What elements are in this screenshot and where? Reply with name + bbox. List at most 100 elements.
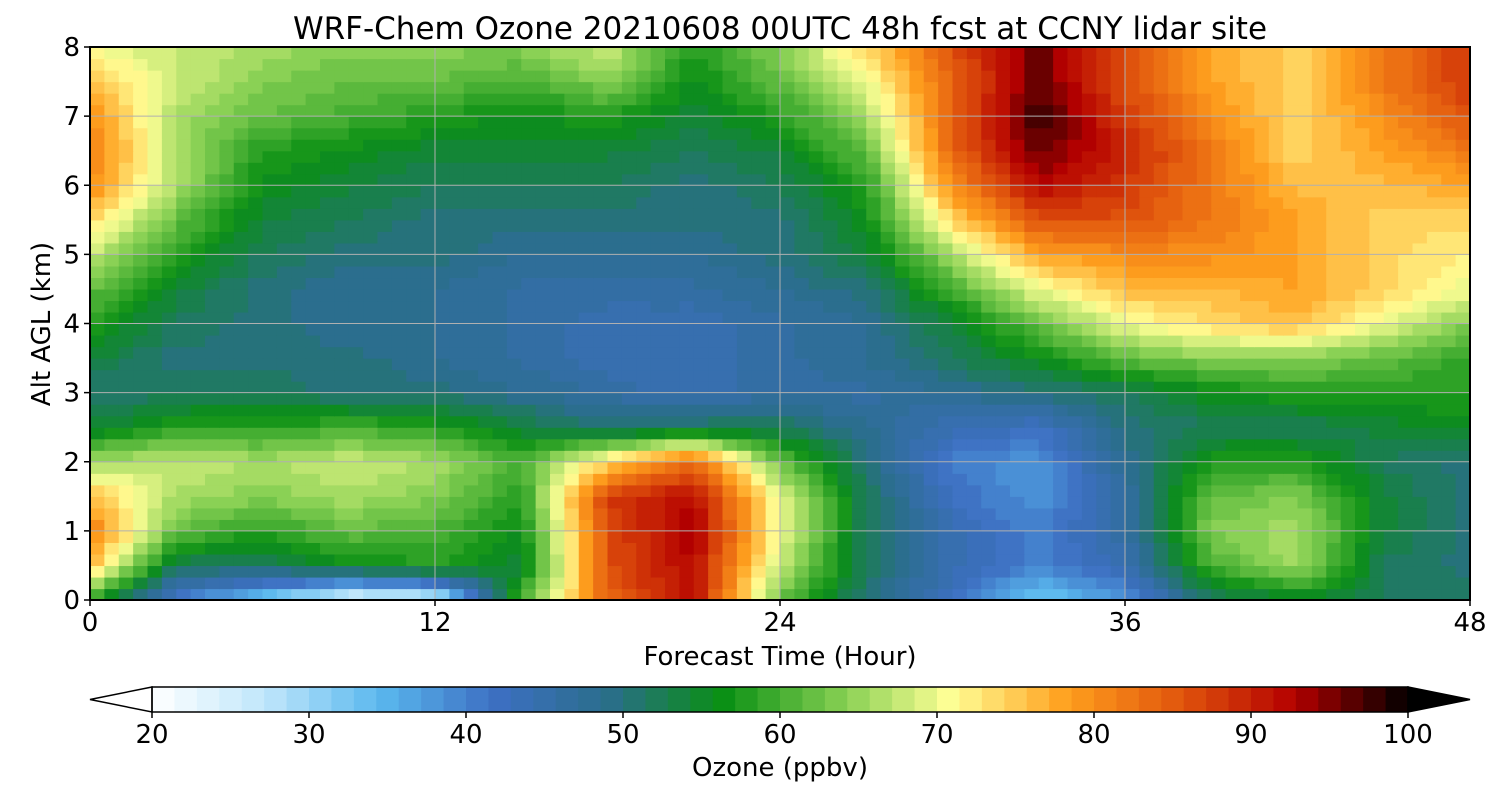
contour-cell	[780, 47, 795, 60]
contour-cell	[420, 254, 436, 267]
contour-cell	[391, 369, 407, 382]
contour-cell	[895, 358, 910, 371]
contour-cell	[550, 254, 565, 267]
contour-cell	[147, 162, 163, 175]
contour-cell	[722, 242, 738, 255]
contour-cell	[1225, 346, 1241, 359]
contour-cell	[1254, 139, 1270, 152]
contour-cell	[909, 150, 925, 163]
contour-cell	[866, 93, 882, 106]
contour-cell	[981, 81, 997, 94]
contour-cell	[1369, 116, 1385, 129]
contour-cell	[1010, 311, 1025, 325]
contour-cell	[966, 208, 982, 221]
contour-cell	[1240, 277, 1255, 290]
contour-cell	[276, 70, 292, 83]
contour-cell	[1024, 346, 1040, 359]
contour-cell	[506, 93, 522, 106]
contour-cell	[1081, 588, 1097, 601]
contour-cell	[133, 300, 149, 313]
contour-cell	[1268, 116, 1284, 129]
contour-cell	[823, 196, 839, 209]
contour-cell	[650, 58, 666, 71]
contour-cell	[607, 576, 623, 590]
contour-cell	[952, 104, 968, 117]
contour-cell	[478, 438, 494, 451]
contour-cell	[219, 381, 235, 394]
contour-cell	[161, 404, 177, 417]
contour-cell	[607, 323, 623, 336]
contour-cell	[1139, 300, 1155, 313]
contour-cell	[1254, 381, 1270, 394]
contour-cell	[449, 265, 465, 279]
contour-cell	[895, 496, 910, 509]
contour-cell	[794, 358, 810, 371]
contour-cell	[1024, 415, 1040, 428]
contour-cell	[938, 208, 954, 221]
contour-cell	[837, 139, 853, 152]
contour-cell	[593, 530, 609, 543]
contour-cell	[966, 565, 982, 578]
contour-cell	[866, 496, 882, 509]
contour-cell	[161, 58, 177, 71]
contour-cell	[1182, 277, 1198, 290]
contour-cell	[118, 93, 134, 106]
contour-cell	[118, 311, 134, 325]
contour-cell	[923, 484, 939, 497]
contour-cell	[794, 300, 810, 313]
contour-cell	[1283, 530, 1299, 543]
contour-cell	[90, 576, 105, 590]
contour-cell	[161, 219, 177, 232]
contour-cell	[880, 185, 896, 198]
contour-cell	[880, 588, 896, 601]
contour-cell	[621, 473, 637, 486]
contour-cell	[420, 335, 436, 348]
contour-cell	[636, 369, 652, 382]
colorbar-tick-label: 60	[763, 720, 796, 750]
contour-cell	[808, 415, 824, 428]
contour-cell	[449, 139, 465, 152]
contour-cell	[305, 381, 321, 394]
contour-cell	[650, 369, 666, 382]
contour-cell	[823, 496, 839, 509]
contour-cell	[693, 254, 709, 267]
contour-cell	[449, 116, 465, 129]
contour-cell	[1153, 415, 1169, 428]
contour-cell	[550, 473, 565, 486]
contour-cell	[90, 265, 105, 279]
contour-cell	[564, 127, 580, 140]
contour-cell	[708, 231, 724, 244]
contour-cell	[535, 576, 551, 590]
contour-cell	[837, 58, 853, 71]
contour-cell	[291, 335, 307, 348]
x-axis-label: Forecast Time (Hour)	[643, 642, 916, 672]
contour-cell	[593, 288, 609, 302]
contour-cell	[1139, 196, 1155, 209]
contour-cell	[1038, 208, 1054, 221]
contour-cell	[1441, 530, 1457, 543]
contour-cell	[909, 116, 925, 129]
contour-cell	[463, 369, 479, 382]
contour-cell	[377, 335, 393, 348]
contour-cell	[133, 150, 149, 163]
contour-cell	[794, 93, 810, 106]
contour-cell	[320, 150, 335, 163]
contour-cell	[435, 450, 450, 463]
contour-cell	[981, 415, 997, 428]
contour-cell	[1297, 461, 1313, 474]
contour-cell	[334, 70, 350, 83]
contour-cell	[435, 335, 450, 348]
contour-cell	[1053, 219, 1069, 232]
contour-cell	[909, 530, 925, 543]
contour-cell	[1326, 277, 1342, 290]
contour-cell	[435, 93, 450, 106]
contour-cell	[923, 219, 939, 232]
contour-cell	[463, 242, 479, 255]
contour-cell	[276, 542, 292, 555]
contour-cell	[1010, 300, 1025, 313]
contour-cell	[535, 242, 551, 255]
contour-cell	[1211, 381, 1227, 394]
contour-cell	[1053, 277, 1069, 290]
contour-cell	[104, 588, 120, 601]
contour-cell	[1455, 311, 1471, 325]
